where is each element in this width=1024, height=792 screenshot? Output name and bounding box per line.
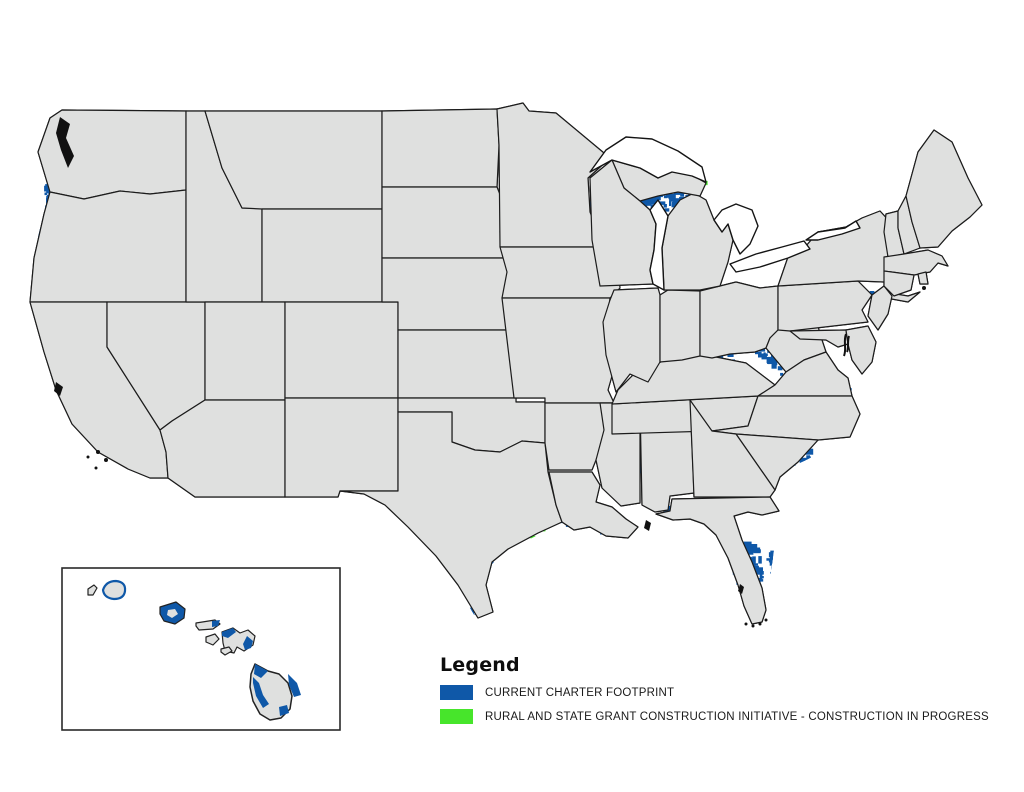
- legend-item-construction: RURAL AND STATE GRANT CONSTRUCTION INITI…: [440, 709, 989, 724]
- puget-sound: [56, 117, 74, 168]
- state-borders-overlay: [29, 102, 983, 625]
- boston-harbor: [922, 286, 926, 290]
- florida-key: [751, 624, 755, 628]
- lake-superior: [589, 136, 707, 183]
- san-francisco-bay: [54, 382, 63, 396]
- lake-michigan: [649, 199, 669, 291]
- footprint-label: CURRENT CHARTER FOOTPRINT: [485, 686, 675, 699]
- island-maui-coverage: [243, 636, 253, 650]
- island-hawaii-coverage: [254, 664, 268, 678]
- island-hawaii-coverage: [279, 705, 289, 716]
- lake-erie: [729, 240, 811, 273]
- island-lanai: [205, 633, 220, 646]
- island-kauai: [101, 579, 127, 601]
- legend-title: Legend: [440, 654, 520, 676]
- island-niihau: [87, 584, 98, 596]
- channel-island: [94, 466, 98, 470]
- lake-huron: [713, 203, 759, 255]
- island-oahu-gap: [167, 609, 178, 618]
- island-hawaii-coverage: [253, 677, 269, 708]
- channel-island: [104, 458, 108, 462]
- channel-island: [96, 450, 100, 454]
- island-hawaii-coverage: [288, 674, 301, 697]
- chesapeake-bay: [843, 333, 850, 357]
- tampa-bay: [738, 584, 744, 594]
- florida-key: [758, 622, 762, 626]
- legend: Legend CURRENT CHARTER FOOTPRINT RURAL A…: [440, 654, 989, 724]
- construction-swatch: [440, 709, 473, 724]
- legend-item-footprint: CURRENT CHARTER FOOTPRINT: [440, 685, 989, 700]
- island-kahoolawe: [220, 646, 233, 656]
- water-features-layer: [54, 117, 926, 628]
- hawaii-inset: [61, 567, 341, 731]
- mobile-bay: [644, 520, 651, 531]
- great-lakes-layer: [589, 136, 861, 291]
- florida-key: [764, 618, 768, 622]
- island-maui-coverage: [222, 628, 236, 638]
- footprint-swatch: [440, 685, 473, 700]
- island-molokai-coverage: [212, 620, 220, 627]
- island-hawaii: [249, 663, 293, 721]
- florida-key: [744, 622, 748, 626]
- channel-island: [86, 455, 90, 459]
- construction-label: RURAL AND STATE GRANT CONSTRUCTION INITI…: [485, 710, 989, 723]
- lake-ontario: [805, 220, 861, 241]
